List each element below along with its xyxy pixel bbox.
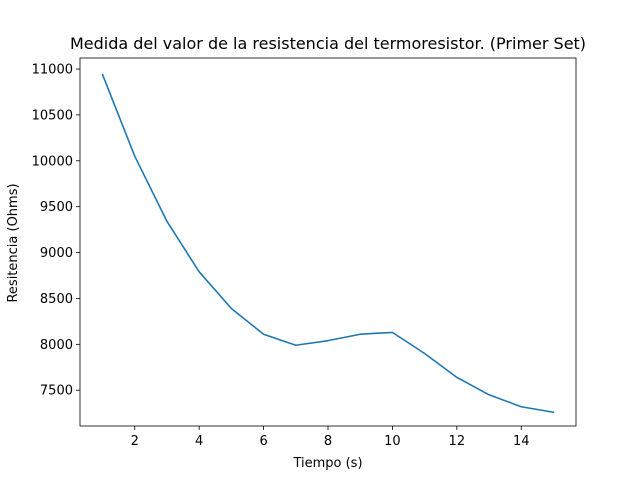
x-tick-label: 10 — [384, 434, 401, 449]
y-tick-label: 9000 — [40, 246, 73, 261]
y-tick-label: 11000 — [32, 63, 73, 78]
y-axis-label: Resitencia (Ohms) — [6, 183, 21, 302]
x-tick-label: 12 — [449, 434, 466, 449]
y-tick-label: 8000 — [40, 338, 73, 353]
axes-frame — [79, 57, 577, 427]
x-axis-label: Tiempo (s) — [292, 456, 362, 471]
x-tick-label: 6 — [259, 434, 267, 449]
chart-title: Medida del valor de la resistencia del t… — [70, 34, 586, 53]
x-tick-label: 2 — [131, 434, 139, 449]
x-tick-label: 4 — [195, 434, 203, 449]
x-tick-label: 8 — [324, 434, 332, 449]
y-tick-label: 8500 — [40, 292, 73, 307]
y-tick-label: 10500 — [32, 108, 73, 123]
plot-area: 2 4 6 8 10 12 14 7500 8000 8500 9000 9500 10000 10500… — [32, 57, 577, 449]
y-tick-label: 7500 — [40, 384, 73, 399]
x-tick-label: 14 — [513, 434, 530, 449]
y-tick-label: 10000 — [32, 154, 73, 169]
series-line-0 — [101, 73, 555, 414]
y-tick-label: 9500 — [40, 200, 73, 215]
